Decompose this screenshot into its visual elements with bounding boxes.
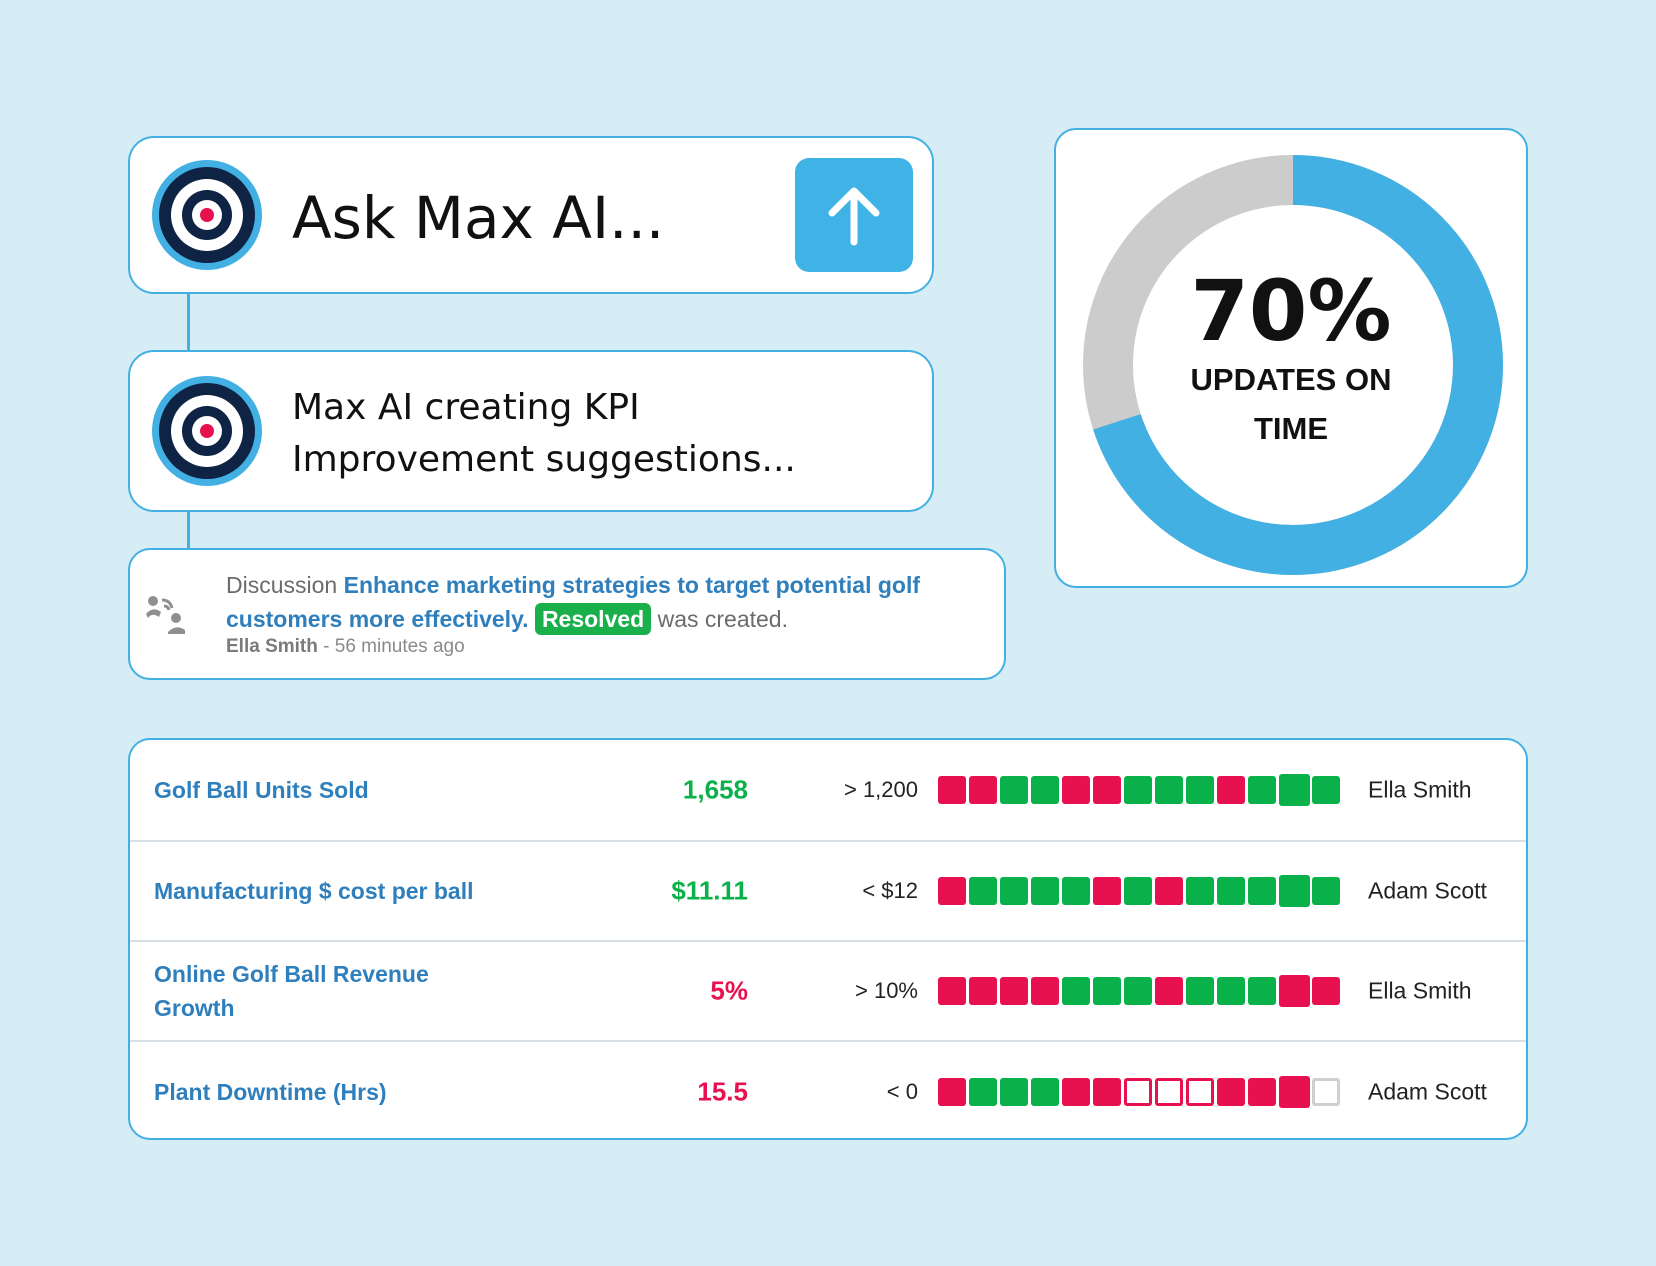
kpi-history-block[interactable]	[969, 776, 997, 804]
kpi-name-link[interactable]: Manufacturing $ cost per ball	[154, 878, 474, 904]
ask-input-placeholder[interactable]: Ask Max AI...	[292, 184, 665, 252]
donut-value-label: 70%	[1190, 262, 1392, 360]
arrow-up-icon	[828, 187, 880, 246]
discussion-prefix: Discussion	[226, 572, 338, 598]
donut-caption-line2: TIME	[1253, 411, 1329, 446]
kpi-history-block[interactable]	[1000, 977, 1028, 1005]
kpi-current-value: $11.11	[671, 875, 748, 906]
kpi-history-block[interactable]	[1248, 877, 1276, 905]
kpi-history-block[interactable]	[1062, 776, 1090, 804]
kpi-history-block[interactable]	[1155, 776, 1183, 804]
kpi-history-block[interactable]	[1062, 1078, 1090, 1106]
updates-donut-chart	[1083, 155, 1503, 575]
kpi-history-block[interactable]	[1093, 1078, 1121, 1106]
kpi-history-block[interactable]	[1312, 1078, 1340, 1106]
discussion-time: - 56 minutes ago	[323, 636, 465, 657]
kpi-row[interactable]: Plant Downtime (Hrs) 15.5 < 0 Adam Scott	[130, 1040, 1526, 1138]
kpi-history-block[interactable]	[1186, 776, 1214, 804]
kpi-target: > 10%	[855, 978, 918, 1003]
kpi-target: < $12	[862, 878, 918, 903]
kpi-table: Golf Ball Units Sold 1,658 > 1,200 Ella Smi…	[128, 738, 1528, 1140]
kpi-history-block[interactable]	[1217, 877, 1245, 905]
kpi-owner: Ella Smith	[1368, 776, 1472, 803]
discussion-suffix: was created.	[657, 606, 788, 632]
target-logo-icon	[152, 376, 262, 486]
kpi-history-block[interactable]	[1248, 1078, 1276, 1106]
ask-max-ai-card: Ask Max AI...	[128, 136, 934, 294]
kpi-history-block[interactable]	[1124, 877, 1152, 905]
kpi-history-block[interactable]	[1124, 776, 1152, 804]
kpi-history-block[interactable]	[1217, 977, 1245, 1005]
discussion-author: Ella Smith	[226, 636, 318, 657]
kpi-history-block[interactable]	[1093, 977, 1121, 1005]
kpi-history-block[interactable]	[1312, 977, 1340, 1005]
kpi-row[interactable]: Online Golf Ball Revenue Growth 5% > 10% El…	[130, 940, 1526, 1040]
kpi-history-block[interactable]	[1000, 776, 1028, 804]
kpi-history-block[interactable]	[1186, 1078, 1214, 1106]
kpi-history-block[interactable]	[1155, 1078, 1183, 1106]
kpi-history-block[interactable]	[1031, 776, 1059, 804]
kpi-history-block[interactable]	[969, 1078, 997, 1106]
kpi-history-block[interactable]	[1031, 1078, 1059, 1106]
kpi-current-value: 15.5	[697, 1076, 748, 1107]
kpi-history-block[interactable]	[1093, 776, 1121, 804]
kpi-history-block[interactable]	[969, 877, 997, 905]
kpi-history-block[interactable]	[1279, 1076, 1310, 1108]
ai-status-card: Max AI creating KPI Improvement suggesti…	[128, 350, 934, 512]
kpi-history-block[interactable]	[938, 877, 966, 905]
kpi-target: > 1,200	[843, 777, 918, 802]
discussion-card: Discussion Enhance marketing strategies …	[128, 548, 1006, 680]
kpi-owner: Adam Scott	[1368, 877, 1487, 904]
kpi-target: < 0	[886, 1079, 918, 1104]
kpi-name-link[interactable]: Golf Ball Units Sold	[154, 777, 369, 803]
updates-on-time-card: 70% UPDATES ON TIME	[1054, 128, 1528, 588]
kpi-history-block[interactable]	[1062, 977, 1090, 1005]
kpi-history-block[interactable]	[1186, 977, 1214, 1005]
ai-status-text: Max AI creating KPI Improvement suggesti…	[292, 387, 796, 480]
kpi-history-block[interactable]	[938, 1078, 966, 1106]
kpi-history-block[interactable]	[1217, 776, 1245, 804]
donut-filled-arc	[1083, 155, 1503, 575]
kpi-history-block[interactable]	[1062, 877, 1090, 905]
kpi-history-block[interactable]	[1279, 975, 1310, 1007]
kpi-name-link[interactable]: Plant Downtime (Hrs)	[154, 1079, 387, 1105]
kpi-history-block[interactable]	[969, 977, 997, 1005]
kpi-history-block[interactable]	[1124, 1078, 1152, 1106]
kpi-history-block[interactable]	[1312, 877, 1340, 905]
kpi-history-block[interactable]	[1155, 877, 1183, 905]
connector-line	[187, 294, 190, 350]
kpi-name-link[interactable]: Online Golf Ball Revenue Growth	[154, 961, 429, 1021]
kpi-history-block[interactable]	[938, 977, 966, 1005]
kpi-owner: Ella Smith	[1368, 977, 1472, 1004]
kpi-current-value: 1,658	[682, 774, 748, 805]
kpi-history-block[interactable]	[1124, 977, 1152, 1005]
discussion-icon	[146, 596, 185, 634]
discussion-text: Discussion Enhance marketing strategies …	[226, 568, 986, 636]
kpi-history-block[interactable]	[1155, 977, 1183, 1005]
kpi-history-block[interactable]	[1031, 877, 1059, 905]
discussion-title-link[interactable]: Enhance marketing strategies to target p…	[226, 572, 920, 632]
status-badge: Resolved	[534, 603, 652, 635]
discussion-meta: Ella Smith - 56 minutes ago	[226, 636, 465, 658]
kpi-history-block[interactable]	[1312, 776, 1340, 804]
connector-line	[187, 512, 190, 548]
kpi-owner: Adam Scott	[1368, 1078, 1487, 1105]
kpi-row[interactable]: Golf Ball Units Sold 1,658 > 1,200 Ella Smi…	[130, 740, 1526, 840]
kpi-history-block[interactable]	[1186, 877, 1214, 905]
kpi-history-block[interactable]	[1000, 1078, 1028, 1106]
kpi-history-block[interactable]	[938, 776, 966, 804]
kpi-history-block[interactable]	[1031, 977, 1059, 1005]
kpi-row[interactable]: Manufacturing $ cost per ball $11.11 < $12…	[130, 840, 1526, 940]
kpi-history-block[interactable]	[1248, 776, 1276, 804]
target-logo-icon	[152, 160, 262, 270]
donut-caption-line1: UPDATES ON	[1190, 362, 1392, 397]
kpi-history-block[interactable]	[1217, 1078, 1245, 1106]
kpi-history-block[interactable]	[1279, 875, 1310, 907]
kpi-current-value: 5%	[710, 975, 748, 1006]
kpi-history-block[interactable]	[1000, 877, 1028, 905]
kpi-history-block[interactable]	[1279, 774, 1310, 806]
send-button[interactable]	[795, 158, 913, 272]
kpi-history-block[interactable]	[1093, 877, 1121, 905]
kpi-history-block[interactable]	[1248, 977, 1276, 1005]
